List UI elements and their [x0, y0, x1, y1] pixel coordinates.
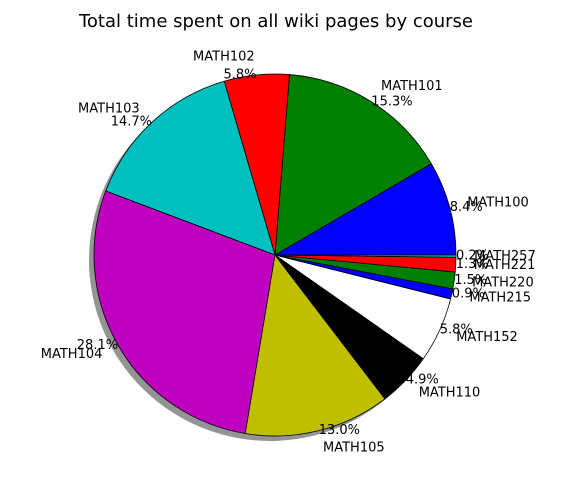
slice-percent-math104: 28.1%	[77, 338, 118, 353]
slice-label-math102: MATH102	[193, 49, 255, 64]
slice-label-math101: MATH101	[381, 79, 443, 94]
slice-percent-math101: 15.3%	[371, 94, 412, 109]
slice-percent-math257: 0.2%	[456, 249, 489, 264]
slice-percent-math105: 13.0%	[319, 423, 360, 438]
slice-percent-math102: 5.8%	[223, 67, 256, 82]
slice-percent-math152: 5.8%	[440, 323, 473, 338]
slice-percent-math100: 8.4%	[450, 200, 483, 215]
slice-label-math105: MATH105	[323, 441, 385, 456]
slice-percent-math103: 14.7%	[111, 115, 152, 130]
chart-title: Total time spent on all wiki pages by co…	[78, 11, 473, 32]
slice-percent-math220: 1.5%	[454, 273, 487, 288]
slice-percent-math110: 4.9%	[406, 373, 439, 388]
